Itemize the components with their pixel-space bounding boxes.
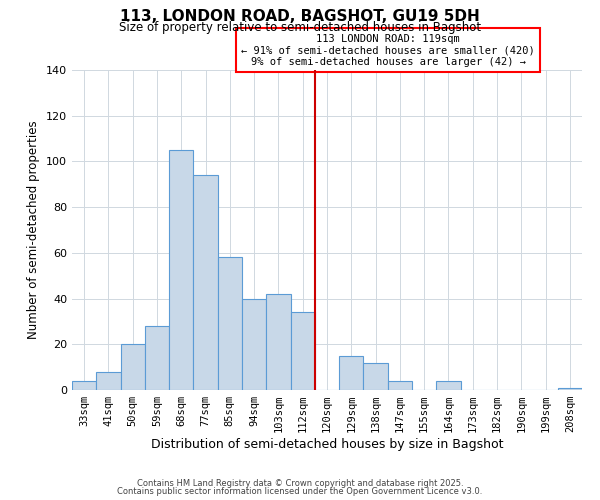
Bar [339, 356, 364, 390]
Text: 113 LONDON ROAD: 119sqm
← 91% of semi-detached houses are smaller (420)
9% of se: 113 LONDON ROAD: 119sqm ← 91% of semi-de… [241, 34, 535, 67]
Bar [121, 344, 145, 390]
Bar [218, 258, 242, 390]
X-axis label: Distribution of semi-detached houses by size in Bagshot: Distribution of semi-detached houses by … [151, 438, 503, 451]
Bar [290, 312, 315, 390]
Bar [388, 381, 412, 390]
Y-axis label: Number of semi-detached properties: Number of semi-detached properties [28, 120, 40, 340]
Bar [364, 362, 388, 390]
Bar [96, 372, 121, 390]
Bar [169, 150, 193, 390]
Text: Size of property relative to semi-detached houses in Bagshot: Size of property relative to semi-detach… [119, 21, 481, 34]
Bar [193, 175, 218, 390]
Text: Contains HM Land Registry data © Crown copyright and database right 2025.: Contains HM Land Registry data © Crown c… [137, 478, 463, 488]
Bar [436, 381, 461, 390]
Bar [72, 381, 96, 390]
Bar [266, 294, 290, 390]
Text: 113, LONDON ROAD, BAGSHOT, GU19 5DH: 113, LONDON ROAD, BAGSHOT, GU19 5DH [120, 9, 480, 24]
Bar [145, 326, 169, 390]
Bar [242, 298, 266, 390]
Bar [558, 388, 582, 390]
Text: Contains public sector information licensed under the Open Government Licence v3: Contains public sector information licen… [118, 487, 482, 496]
